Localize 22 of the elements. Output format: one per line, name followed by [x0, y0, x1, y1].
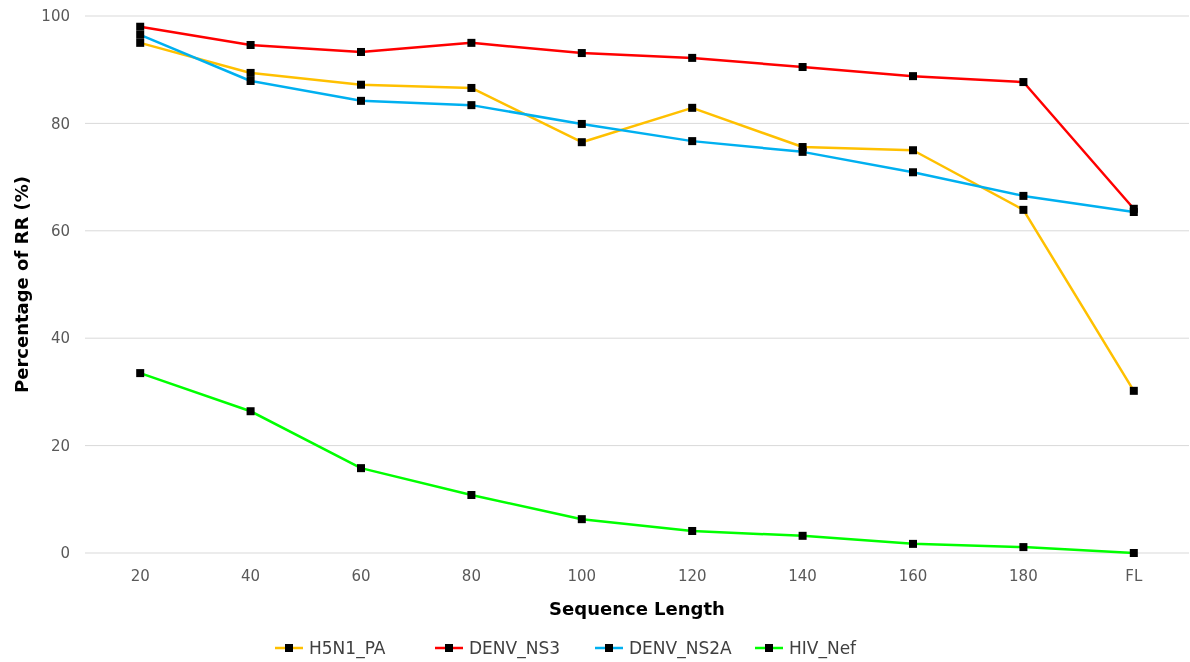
x-tick-label: 180: [1009, 567, 1038, 585]
legend-label: HIV_Nef: [789, 637, 858, 659]
y-tick-label: 40: [50, 329, 70, 348]
legend-label: H5N1_PA: [309, 637, 386, 659]
x-tick-label: 80: [461, 567, 481, 585]
y-tick-label: 80: [50, 114, 70, 133]
y-axis-title: Percentage of RR (%): [11, 175, 32, 394]
y-tick-label: 20: [50, 436, 70, 455]
x-tick-label: 100: [567, 567, 597, 585]
y-tick-label: 60: [50, 222, 70, 241]
x-tick-label: FL: [1125, 567, 1143, 585]
x-tick-label: 20: [130, 567, 150, 585]
x-tick-label: 140: [788, 567, 817, 585]
x-tick-label: 120: [677, 567, 707, 585]
y-tick-label: 0: [60, 544, 70, 563]
x-tick-label: 160: [898, 567, 928, 585]
x-axis-title: Sequence Length: [549, 598, 725, 619]
legend-label: DENV_NS3: [469, 637, 561, 659]
x-tick-label: 40: [241, 567, 261, 585]
x-tick-label: 60: [351, 567, 371, 585]
y-tick-label: 100: [41, 7, 70, 26]
legend-label: DENV_NS2A: [629, 637, 732, 659]
